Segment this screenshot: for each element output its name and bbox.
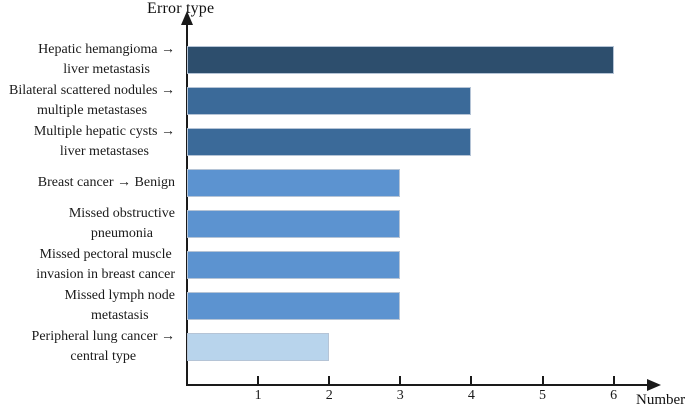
category-label: Peripheral lung cancer → central type [31, 329, 175, 364]
bar [187, 251, 400, 279]
bar [187, 169, 400, 197]
bar [187, 128, 471, 156]
bar [187, 46, 614, 74]
x-tick [399, 376, 402, 384]
category-label: Missed lymph node metastasis [64, 288, 175, 323]
category-label: Breast cancer → Benign [37, 175, 175, 190]
x-tick [612, 376, 615, 384]
x-tick [257, 376, 260, 384]
x-tick [541, 376, 544, 384]
bar [187, 210, 400, 238]
category-label: Missed obstructive pneumonia [68, 206, 175, 241]
bar [187, 292, 400, 320]
category-label: Hepatic hemangioma → liver metastasis [38, 42, 175, 77]
category-label: Multiple hepatic cysts → liver metastase… [33, 124, 175, 159]
bar [187, 87, 471, 115]
category-label: Bilateral scattered nodules → multiple m… [9, 83, 175, 118]
x-tick-label: 6 [610, 388, 618, 403]
x-tick-label: 3 [396, 388, 404, 403]
x-tick [328, 376, 331, 384]
bar [187, 333, 329, 361]
y-axis [186, 22, 188, 386]
category-label: Missed pectoral muscle invasion in breas… [36, 247, 175, 282]
x-tick-label: 2 [325, 388, 333, 403]
x-tick-label: 1 [254, 388, 262, 403]
x-axis-title: Number [636, 392, 685, 408]
x-axis [186, 384, 648, 386]
x-tick-label: 4 [467, 388, 475, 403]
x-tick-label: 5 [539, 388, 546, 403]
y-axis-arrow-icon [181, 11, 193, 25]
x-tick [470, 376, 473, 384]
x-axis-arrow-icon [647, 379, 661, 391]
y-axis-title: Error type [147, 0, 215, 17]
